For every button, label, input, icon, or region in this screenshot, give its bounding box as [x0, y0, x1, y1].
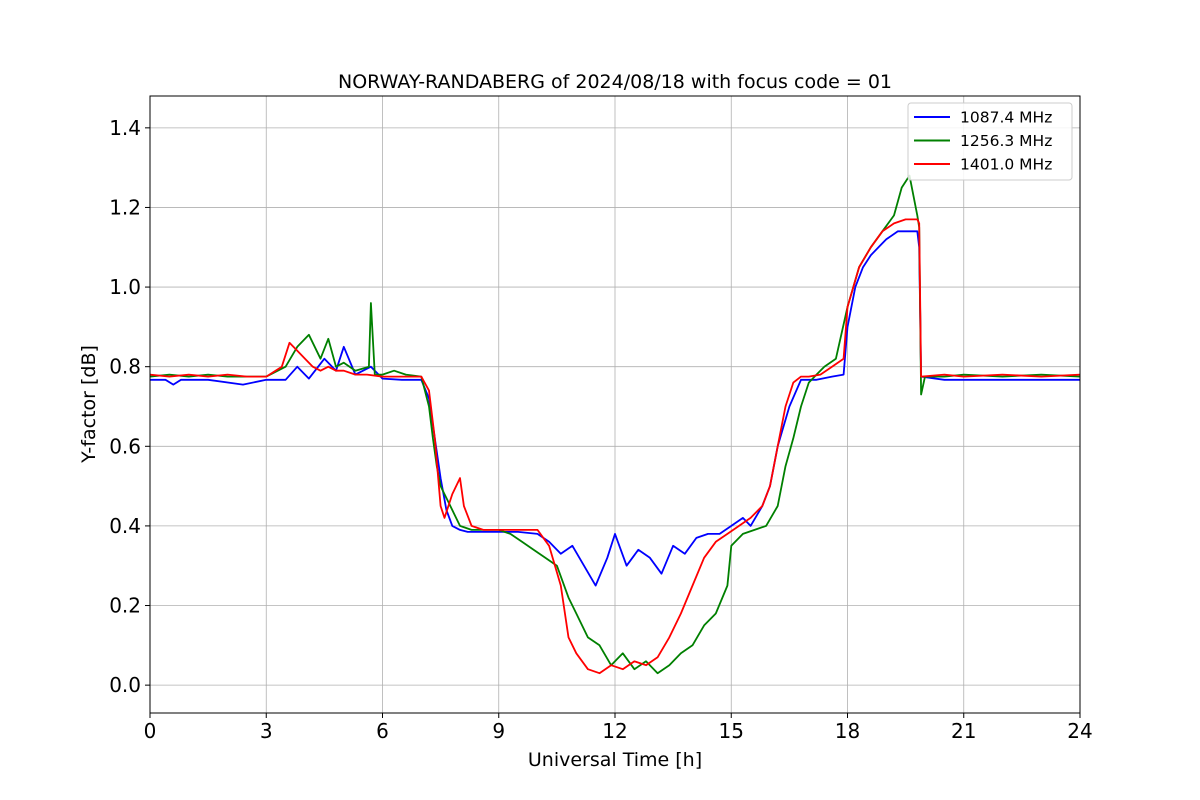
x-tick-label: 0 — [144, 719, 157, 743]
y-tick-label: 0.8 — [109, 355, 141, 379]
x-axis-label: Universal Time [h] — [528, 749, 702, 771]
chart-title: NORWAY-RANDABERG of 2024/08/18 with focu… — [338, 71, 892, 93]
y-tick-label: 0.0 — [109, 673, 141, 697]
x-tick-label: 3 — [260, 719, 273, 743]
legend-label-3: 1401.0 MHz — [960, 156, 1052, 174]
series-lines — [149, 174, 1081, 675]
y-axis-ticks: 0.0 0.2 0.4 0.6 0.8 1.0 1.2 1.4 — [109, 116, 150, 697]
y-tick-label: 1.4 — [109, 116, 141, 140]
series-line-3 — [149, 218, 1081, 675]
legend: 1087.4 MHz 1256.3 MHz 1401.0 MHz — [907, 102, 1073, 181]
x-tick-label: 21 — [951, 719, 976, 743]
legend-label-1: 1087.4 MHz — [960, 109, 1052, 127]
x-axis-ticks: 0 3 6 9 12 15 18 21 24 — [144, 713, 1093, 743]
y-tick-label: 1.0 — [109, 275, 141, 299]
x-tick-label: 24 — [1067, 719, 1092, 743]
y-tick-label: 0.6 — [109, 434, 141, 458]
x-tick-label: 15 — [719, 719, 744, 743]
legend-label-2: 1256.3 MHz — [960, 132, 1052, 150]
x-tick-label: 18 — [835, 719, 860, 743]
x-tick-label: 12 — [602, 719, 627, 743]
y-tick-label: 0.4 — [109, 514, 141, 538]
series-line-1 — [150, 230, 1080, 587]
legend-box — [907, 102, 1073, 181]
y-axis-label: Y-factor [dB] — [78, 345, 100, 464]
x-tick-label: 9 — [492, 719, 505, 743]
y-tick-label: 1.2 — [109, 195, 141, 219]
y-tick-label: 0.2 — [109, 594, 141, 618]
x-tick-label: 6 — [376, 719, 389, 743]
